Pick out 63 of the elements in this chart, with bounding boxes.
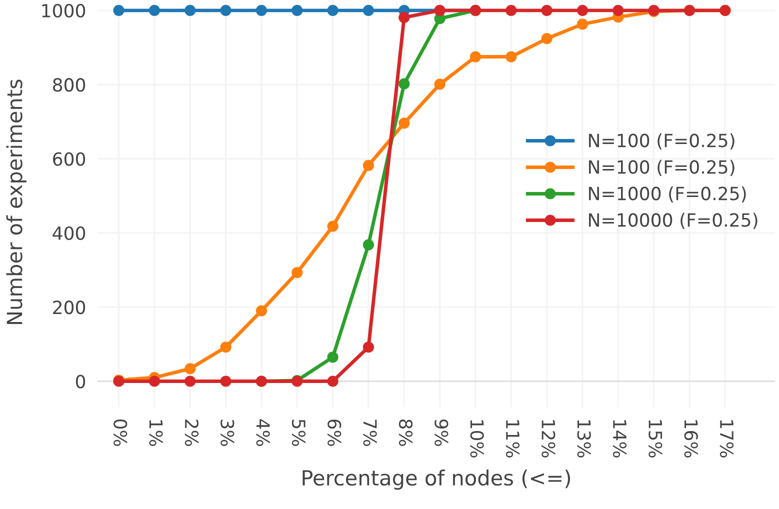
point <box>184 4 196 16</box>
x-tick-label: 3% <box>220 420 234 446</box>
x-tick-label: 4% <box>256 419 270 446</box>
point <box>362 160 374 171</box>
point <box>184 363 196 374</box>
legend-label: N=10000 (F=0.25) <box>589 212 758 229</box>
point <box>292 267 303 278</box>
legend-label: N=1000 (F=0.25) <box>589 186 746 202</box>
point <box>292 4 303 16</box>
point <box>576 4 588 16</box>
point <box>113 4 124 16</box>
x-tick-label: 7% <box>363 420 377 446</box>
x-tick-label: 5% <box>292 420 306 446</box>
x-tick-label: 1% <box>149 420 163 446</box>
x-tick-label: 8% <box>398 420 413 446</box>
x-tick-label: 9% <box>434 419 448 446</box>
x-tick-label: 12% <box>542 420 556 458</box>
point <box>541 4 552 16</box>
point <box>184 376 196 387</box>
x-tick-label: 10% <box>470 420 484 458</box>
x-tick-label: 11% <box>506 420 520 458</box>
x-tick-label: 0% <box>114 420 128 446</box>
point <box>327 4 338 16</box>
point <box>220 376 232 387</box>
x-tick-label: 15% <box>648 420 662 458</box>
legend-label: N=100 (F=0.25) <box>589 160 734 176</box>
point <box>398 78 410 90</box>
y-tick-label: 1000 <box>42 4 86 18</box>
point <box>148 376 160 387</box>
y-tick-label: 600 <box>53 152 86 166</box>
y-axis-title: Number of experiments <box>6 80 26 324</box>
point <box>612 4 624 16</box>
point <box>256 305 268 316</box>
y-tick-label: 400 <box>52 226 86 240</box>
point <box>398 12 410 24</box>
point <box>220 342 232 353</box>
point <box>470 51 482 62</box>
x-tick-label: 16% <box>684 420 698 458</box>
x-tick-label: 17% <box>720 420 734 458</box>
point <box>506 4 517 16</box>
x-axis-title: Percentage of nodes (<=) <box>302 470 570 490</box>
point <box>434 78 446 90</box>
y-tick-label: 800 <box>53 78 86 92</box>
point <box>327 376 338 387</box>
point <box>576 18 588 30</box>
legend-label: N=100 (F=0.25) <box>589 133 734 150</box>
point <box>541 33 552 44</box>
point <box>220 4 232 16</box>
point <box>256 4 268 16</box>
point <box>148 4 160 16</box>
point <box>398 118 410 129</box>
x-tick-label: 6% <box>328 420 342 446</box>
point <box>327 220 338 232</box>
point <box>362 239 374 250</box>
x-tick-label: 14% <box>612 420 627 458</box>
x-tick-label: 13% <box>577 420 591 458</box>
y-tick-label: 0 <box>76 374 86 388</box>
point <box>362 342 374 353</box>
point <box>506 51 517 62</box>
y-tick-label: 200 <box>53 300 86 314</box>
x-tick-label: 2% <box>184 420 199 446</box>
point <box>362 4 374 16</box>
point <box>327 352 338 363</box>
